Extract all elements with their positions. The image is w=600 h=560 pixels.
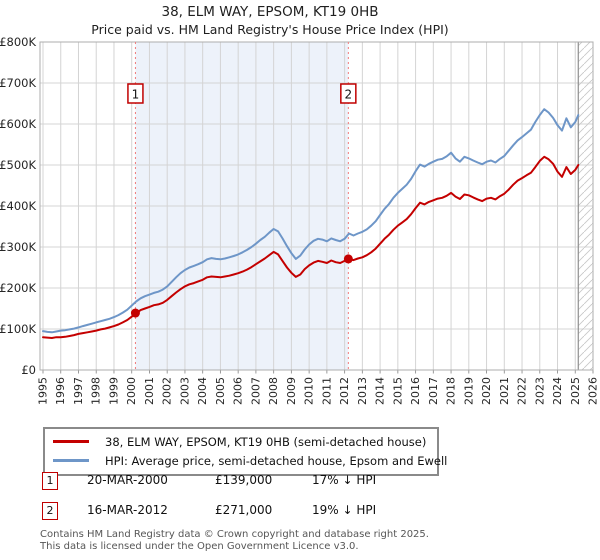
svg-text:2011: 2011 bbox=[320, 377, 333, 405]
sale-2-chart-label: 2 bbox=[345, 88, 353, 102]
svg-text:£500K: £500K bbox=[0, 158, 36, 172]
svg-text:£800K: £800K bbox=[0, 35, 36, 49]
svg-text:2022: 2022 bbox=[516, 377, 529, 405]
svg-text:£400K: £400K bbox=[0, 199, 36, 213]
svg-text:2016: 2016 bbox=[409, 377, 422, 405]
svg-text:2008: 2008 bbox=[267, 377, 280, 405]
svg-text:1996: 1996 bbox=[54, 377, 67, 405]
future-hatch-region bbox=[578, 42, 593, 370]
svg-text:2017: 2017 bbox=[427, 377, 440, 405]
license-footer: Contains HM Land Registry data © Crown c… bbox=[40, 529, 429, 552]
plot-border bbox=[39, 41, 594, 371]
x-axis-labels: 1995 1996 1997 1998 1999 2000 2001 2002 2003 2004… bbox=[37, 377, 600, 405]
svg-text:£300K: £300K bbox=[0, 240, 36, 254]
sale-1-date: 20-MAR-2000 bbox=[87, 473, 168, 487]
svg-text:£600K: £600K bbox=[0, 117, 36, 131]
svg-text:1998: 1998 bbox=[90, 377, 103, 405]
legend-item-hpi: HPI: Average price, semi-detached house,… bbox=[45, 451, 447, 470]
svg-text:2021: 2021 bbox=[498, 377, 511, 405]
chart-header: 38, ELM WAY, EPSOM, KT19 0HB Price paid … bbox=[0, 3, 540, 38]
svg-text:2006: 2006 bbox=[232, 377, 245, 405]
svg-text:£0: £0 bbox=[21, 363, 36, 377]
sale-2-number-box: 2 bbox=[42, 502, 58, 520]
legend-label-hpi: HPI: Average price, semi-detached house,… bbox=[105, 453, 448, 468]
footer-line-1: Contains HM Land Registry data © Crown c… bbox=[40, 529, 429, 540]
page-subtitle: Price paid vs. HM Land Registry's House … bbox=[91, 22, 449, 37]
sale-2-chart-label-box bbox=[340, 83, 357, 104]
sale-marker-2 bbox=[343, 254, 353, 264]
svg-text:2012: 2012 bbox=[338, 377, 351, 405]
svg-text:2023: 2023 bbox=[533, 377, 546, 405]
sale-annotation-row-1: 1 20-MAR-2000 £139,000 17% ↓ HPI bbox=[0, 472, 600, 492]
svg-text:2014: 2014 bbox=[374, 377, 387, 405]
sale-1-chart-label: 1 bbox=[132, 88, 140, 102]
legend-label-property: 38, ELM WAY, EPSOM, KT19 0HB (semi-detac… bbox=[105, 434, 427, 449]
sale-2-date: 16-MAR-2012 bbox=[87, 503, 168, 517]
svg-text:2005: 2005 bbox=[214, 377, 227, 405]
sale-1-chart-label-box bbox=[127, 83, 144, 104]
sale-2-price: £271,000 bbox=[215, 503, 273, 517]
svg-text:1995: 1995 bbox=[37, 377, 50, 405]
chart-legend: 38, ELM WAY, EPSOM, KT19 0HB (semi-detac… bbox=[43, 427, 447, 476]
svg-text:2000: 2000 bbox=[125, 377, 138, 405]
sale-1-hpi-diff: 17% ↓ HPI bbox=[312, 473, 377, 487]
sale-2-hpi-diff: 19% ↓ HPI bbox=[312, 503, 377, 517]
svg-text:2019: 2019 bbox=[462, 377, 475, 405]
svg-text:£100K: £100K bbox=[0, 322, 36, 336]
svg-text:£200K: £200K bbox=[0, 281, 36, 295]
sale-marker-1 bbox=[130, 308, 140, 318]
svg-text:2020: 2020 bbox=[480, 377, 493, 405]
sale-annotation-row-2: 2 16-MAR-2012 £271,000 19% ↓ HPI bbox=[0, 502, 600, 522]
sale-1-number-box: 1 bbox=[42, 472, 58, 490]
page-title: 38, ELM WAY, EPSOM, KT19 0HB bbox=[161, 4, 379, 20]
hpi-line bbox=[42, 108, 580, 334]
property-line-swatch bbox=[53, 440, 89, 443]
svg-text:2018: 2018 bbox=[445, 377, 458, 405]
svg-text:2015: 2015 bbox=[391, 377, 404, 405]
footer-line-2: This data is licensed under the Open Gov… bbox=[40, 540, 359, 552]
svg-text:2025: 2025 bbox=[569, 377, 582, 405]
legend-item-property: 38, ELM WAY, EPSOM, KT19 0HB (semi-detac… bbox=[45, 432, 437, 451]
sale-1-price: £139,000 bbox=[215, 473, 273, 487]
svg-text:1997: 1997 bbox=[72, 377, 85, 405]
svg-text:2004: 2004 bbox=[196, 377, 209, 405]
svg-text:2003: 2003 bbox=[178, 377, 191, 405]
svg-text:2010: 2010 bbox=[303, 377, 316, 405]
svg-text:£700K: £700K bbox=[0, 76, 36, 90]
y-axis-labels: £800K £700K £600K £500K £400K £300K £200K £100K… bbox=[0, 35, 36, 377]
svg-text:2007: 2007 bbox=[249, 377, 262, 405]
svg-text:2013: 2013 bbox=[356, 377, 369, 405]
svg-text:1999: 1999 bbox=[107, 377, 120, 405]
svg-text:2009: 2009 bbox=[285, 377, 298, 405]
svg-text:2024: 2024 bbox=[551, 377, 564, 405]
svg-text:2001: 2001 bbox=[143, 377, 156, 405]
svg-text:2002: 2002 bbox=[161, 377, 174, 405]
hpi-line-swatch bbox=[53, 459, 89, 462]
x-axis-ticks bbox=[42, 370, 594, 374]
price-history-chart: 1 2 £800K £700K £600K £500K £400K £300K £200K £10… bbox=[0, 35, 600, 405]
svg-text:2026: 2026 bbox=[587, 377, 600, 405]
